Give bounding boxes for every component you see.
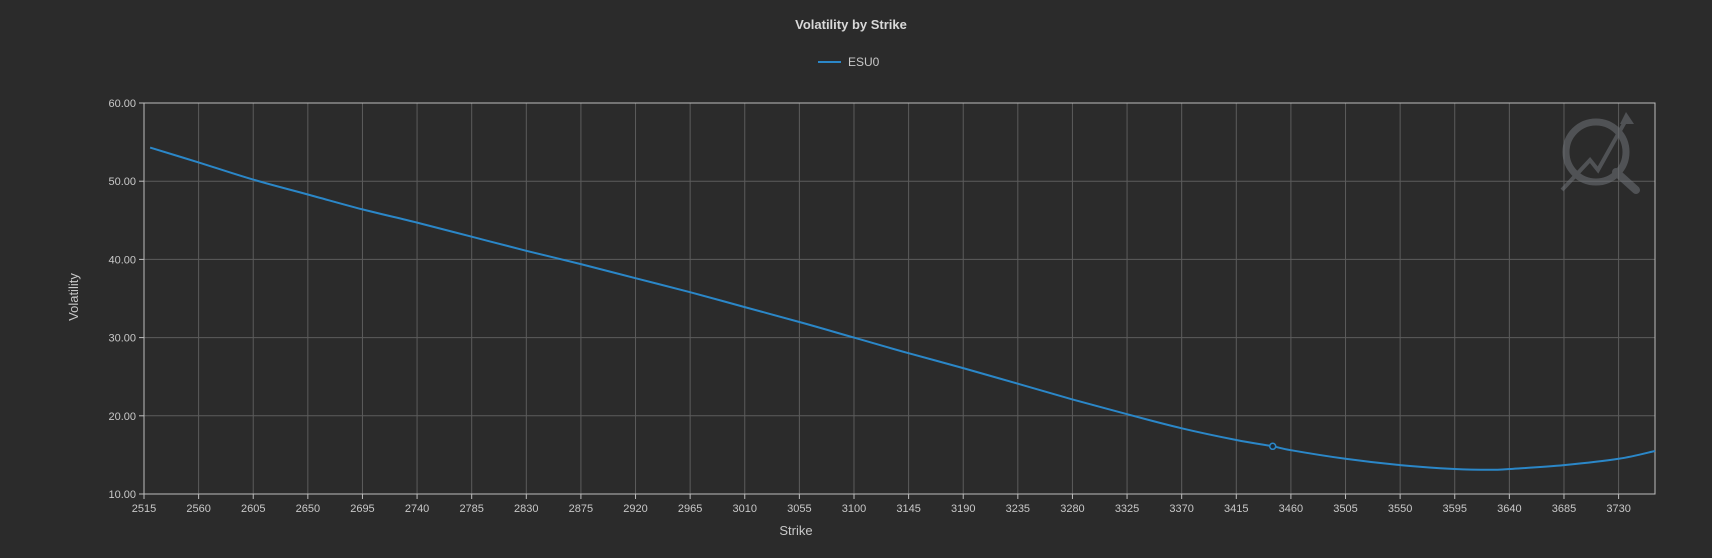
x-tick-label: 3685 — [1552, 503, 1576, 515]
grid — [143, 102, 1655, 495]
plot-frame — [143, 102, 1656, 495]
y-tick-label: 40.00 — [108, 254, 136, 266]
y-tick-label: 50.00 — [108, 176, 136, 188]
y-tick-label: 20.00 — [108, 411, 136, 423]
y-tick-label: 60.00 — [108, 98, 136, 110]
y-axis-title: Volatility — [66, 273, 81, 321]
x-tick-label: 3145 — [896, 503, 920, 515]
y-axis-ticks: 10.00 20.00 30.00 40.00 50.00 60.00 — [108, 98, 144, 501]
chart-title: Volatility by Strike — [795, 17, 907, 32]
x-tick-label: 3235 — [1006, 503, 1030, 515]
x-axis-ticks: 2515 2560 2605 2650 2695 2740 2785 2830 2875 2920… — [132, 494, 1631, 515]
x-tick-label: 3370 — [1169, 503, 1193, 515]
x-tick-label: 2560 — [186, 503, 210, 515]
x-tick-label: 2965 — [678, 503, 702, 515]
x-tick-label: 3415 — [1224, 503, 1248, 515]
x-tick-label: 3055 — [787, 503, 811, 515]
x-tick-label: 2740 — [405, 503, 429, 515]
logo-watermark-icon — [1560, 112, 1640, 194]
x-tick-label: 3730 — [1606, 503, 1630, 515]
x-tick-label: 3505 — [1333, 503, 1357, 515]
x-tick-label: 3190 — [951, 503, 975, 515]
x-tick-label: 2875 — [569, 503, 593, 515]
x-tick-label: 3010 — [733, 503, 757, 515]
x-tick-label: 3595 — [1443, 503, 1467, 515]
x-tick-label: 2515 — [132, 503, 156, 515]
x-tick-label: 3460 — [1279, 503, 1303, 515]
legend-label-esu0: ESU0 — [848, 55, 880, 69]
legend[interactable]: ESU0 — [818, 55, 880, 69]
series-marker-esu0[interactable] — [1268, 442, 1277, 451]
x-tick-label: 2920 — [623, 503, 647, 515]
series-line-esu0[interactable] — [149, 146, 1656, 471]
x-tick-label: 2605 — [241, 503, 265, 515]
x-tick-label: 3325 — [1115, 503, 1139, 515]
y-tick-label: 30.00 — [108, 333, 136, 345]
x-tick-label: 3640 — [1497, 503, 1521, 515]
x-tick-label: 2785 — [459, 503, 483, 515]
x-tick-label: 3280 — [1060, 503, 1084, 515]
x-tick-label: 2695 — [350, 503, 374, 515]
x-tick-label: 2830 — [514, 503, 538, 515]
x-tick-label: 3550 — [1388, 503, 1412, 515]
y-tick-label: 10.00 — [108, 489, 136, 501]
x-tick-label: 3100 — [842, 503, 866, 515]
x-axis-title: Strike — [779, 523, 812, 538]
x-tick-label: 2650 — [296, 503, 320, 515]
